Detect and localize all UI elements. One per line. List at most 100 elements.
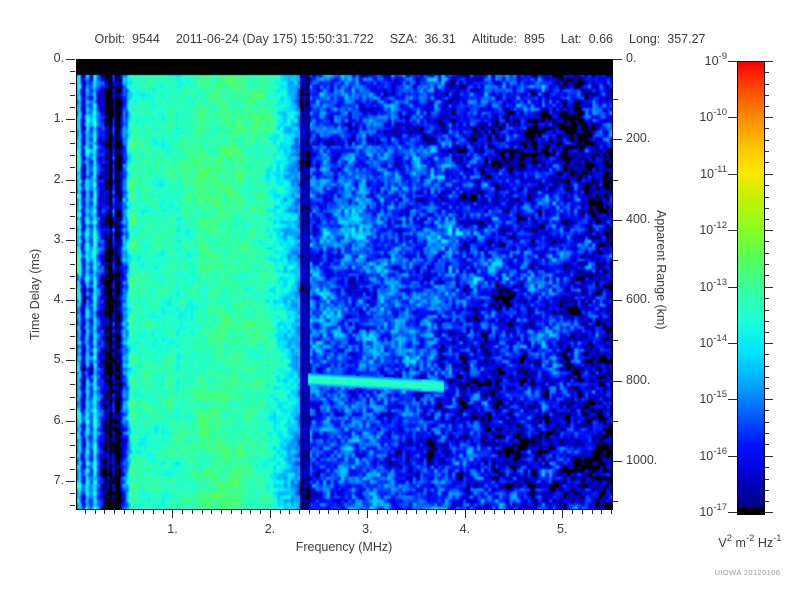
long-label: Long:	[629, 32, 661, 46]
x-axis-minor-tick	[338, 509, 339, 514]
y-axis-minor-tick	[70, 505, 75, 506]
colorbar-minor-tick	[764, 501, 769, 502]
unit-hertz-exponent: -1	[773, 533, 782, 544]
colorbar-tick-label: 10-14	[699, 333, 727, 351]
x-axis-minor-tick	[582, 509, 583, 514]
x-axis-minor-tick	[348, 509, 349, 514]
y-axis-minor-tick	[70, 71, 75, 72]
colorbar-tick-label: 10-9	[704, 51, 727, 69]
y-axis-major-tick	[66, 481, 75, 482]
colorbar-major-tick	[764, 512, 773, 513]
x-axis-minor-tick	[299, 509, 300, 514]
x-axis-minor-tick	[553, 509, 554, 514]
y2-axis-minor-tick	[613, 340, 618, 341]
x-axis-major-tick	[270, 509, 271, 518]
unit-hertz: Hz	[754, 536, 774, 551]
x-axis-minor-tick	[143, 509, 144, 514]
x-axis-major-tick	[172, 509, 173, 518]
colorbar-minor-tick	[764, 490, 769, 491]
x-axis-minor-tick	[377, 509, 378, 514]
x-axis-minor-tick	[397, 509, 398, 514]
colorbar-major-tick	[728, 230, 737, 231]
colorbar-minor-tick	[764, 219, 769, 220]
colorbar-minor-tick	[764, 444, 769, 445]
orbit-label: Orbit:	[94, 32, 126, 46]
sza-label: SZA:	[389, 32, 418, 46]
colorbar-tick-label: 10-13	[699, 277, 727, 295]
orbit-value: 9544	[132, 32, 160, 46]
y-axis-major-tick	[66, 180, 75, 181]
colorbar-minor-tick	[764, 241, 769, 242]
x-axis-minor-tick	[523, 509, 524, 514]
y2-axis-minor-tick	[613, 99, 618, 100]
colorbar-underflow-swatch	[738, 508, 764, 514]
y-axis-tick-label: 6.	[53, 412, 64, 427]
colorbar-major-tick	[728, 287, 737, 288]
y-axis-major-tick	[66, 59, 75, 60]
x-axis-minor-tick	[592, 509, 593, 514]
colorbar-major-tick	[764, 174, 773, 175]
y-axis-minor-tick	[70, 336, 75, 337]
y2-axis-minor-tick	[613, 180, 618, 181]
x-axis-minor-tick	[387, 509, 388, 514]
x-axis-minor-tick	[289, 509, 290, 514]
y-axis-minor-tick	[70, 264, 75, 265]
y2-axis-tick-label: 600.	[626, 292, 651, 307]
credit-footer: UIOWA 20120106	[714, 568, 781, 577]
x-axis-minor-tick	[182, 509, 183, 514]
colorbar-unit-label: V2 m-2 Hz-1	[690, 533, 800, 551]
colorbar-minor-tick	[764, 253, 769, 254]
colorbar-minor-tick	[764, 377, 769, 378]
x-axis-minor-tick	[533, 509, 534, 514]
colorbar-major-tick	[764, 343, 773, 344]
x-axis-minor-tick	[484, 509, 485, 514]
y-axis-minor-tick	[70, 469, 75, 470]
y-axis-minor-tick	[70, 83, 75, 84]
x-axis-tick-label: 1.	[167, 522, 178, 536]
colorbar-major-tick	[728, 343, 737, 344]
unit-meters: m	[732, 536, 746, 551]
x-axis-minor-tick	[114, 509, 115, 514]
plot-header: Orbit: 9544 2011-06-24 (Day 175) 15:50:31.…	[0, 32, 800, 46]
colorbar	[737, 61, 765, 515]
x-axis-minor-tick	[406, 509, 407, 514]
y-axis-major-tick	[66, 360, 75, 361]
x-axis-minor-tick	[358, 509, 359, 514]
y-axis-minor-tick	[70, 445, 75, 446]
x-axis-minor-tick	[221, 509, 222, 514]
colorbar-minor-tick	[764, 185, 769, 186]
y2-axis-major-tick	[613, 139, 622, 140]
y2-axis-tick-label: 0.	[626, 51, 637, 65]
x-axis-minor-tick	[475, 509, 476, 514]
y-axis-minor-tick	[70, 107, 75, 108]
colorbar-major-tick	[728, 399, 737, 400]
y-axis-major-tick	[66, 119, 75, 120]
y-axis-minor-tick	[70, 155, 75, 156]
colorbar-tick-label: 10-17	[699, 502, 727, 520]
x-axis-minor-tick	[211, 509, 212, 514]
x-axis-minor-tick	[133, 509, 134, 514]
x-axis-minor-tick	[611, 509, 612, 514]
y-axis-tick-label: 2.	[53, 171, 64, 186]
colorbar-major-tick	[764, 117, 773, 118]
y-axis-minor-tick	[70, 324, 75, 325]
x-axis-minor-tick	[436, 509, 437, 514]
colorbar-tick-label: 10-16	[699, 446, 727, 464]
altitude-value: 895	[523, 32, 545, 46]
y-axis-minor-tick	[70, 348, 75, 349]
y-axis-major-tick	[66, 240, 75, 241]
altitude-label: Altitude:	[471, 32, 517, 46]
x-axis-tick-label: 4.	[459, 522, 471, 536]
x-axis-minor-tick	[328, 509, 329, 514]
x-axis-title: Frequency (MHz)	[295, 540, 393, 554]
colorbar-major-tick	[728, 174, 737, 175]
x-axis-minor-tick	[104, 509, 105, 514]
x-axis-major-tick	[367, 509, 368, 518]
colorbar-minor-tick	[764, 479, 769, 480]
unit-volts-exponent: 2	[726, 533, 733, 544]
y-axis-minor-tick	[70, 397, 75, 398]
x-axis-minor-tick	[85, 509, 86, 514]
colorbar-major-tick	[728, 456, 737, 457]
colorbar-minor-tick	[764, 332, 769, 333]
long-value: 357.27	[667, 32, 706, 46]
